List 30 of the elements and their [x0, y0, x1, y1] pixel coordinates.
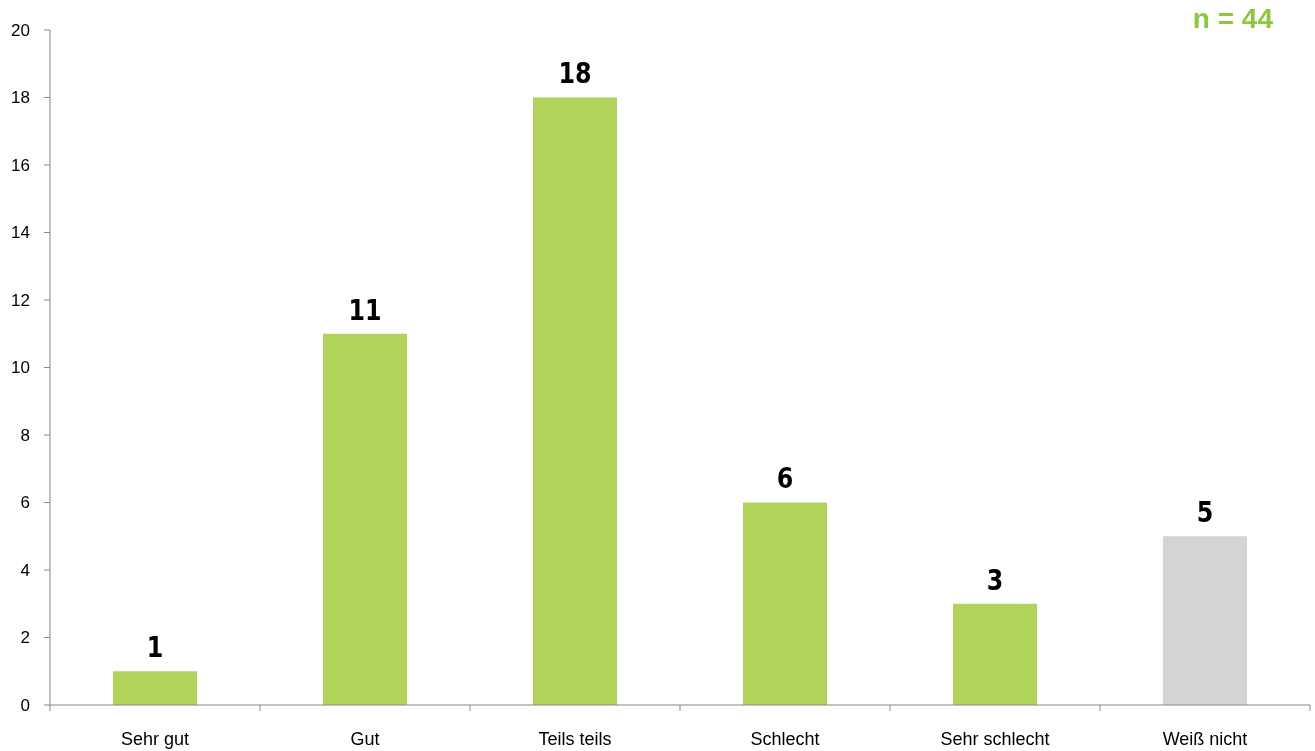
bar	[113, 671, 197, 705]
y-tick-label: 10	[11, 358, 30, 378]
x-tick-label: Sehr gut	[120, 729, 190, 749]
y-tick-label: 16	[11, 155, 30, 175]
data-label: 6	[776, 462, 794, 495]
x-tick-label: Schlecht	[750, 729, 820, 749]
x-tick-label: Weiß nicht	[1162, 729, 1248, 749]
bar	[953, 603, 1037, 705]
y-tick-label: 14	[11, 223, 30, 243]
data-label: 5	[1196, 496, 1214, 529]
x-tick-label: Teils teils	[538, 729, 612, 749]
bar	[323, 333, 407, 705]
y-tick-label: 6	[20, 493, 30, 513]
x-tick-label: Sehr schlecht	[940, 729, 1050, 749]
y-tick-label: 12	[11, 290, 30, 310]
bar	[533, 97, 617, 705]
data-label: 18	[558, 57, 592, 90]
y-tick-label: 8	[20, 425, 30, 445]
data-label: 3	[986, 563, 1004, 597]
y-tick-label: 18	[11, 88, 30, 108]
bar	[1163, 536, 1247, 705]
y-tick-label: 0	[20, 695, 30, 715]
x-tick-label: Gut	[350, 729, 380, 749]
bar	[743, 502, 827, 705]
y-tick-label: 4	[20, 560, 30, 580]
annotation: n = 44	[1192, 3, 1274, 34]
data-label: 11	[348, 293, 382, 327]
y-tick-label: 20	[11, 20, 30, 40]
data-label: 1	[146, 631, 164, 664]
y-tick-label: 2	[20, 628, 30, 648]
